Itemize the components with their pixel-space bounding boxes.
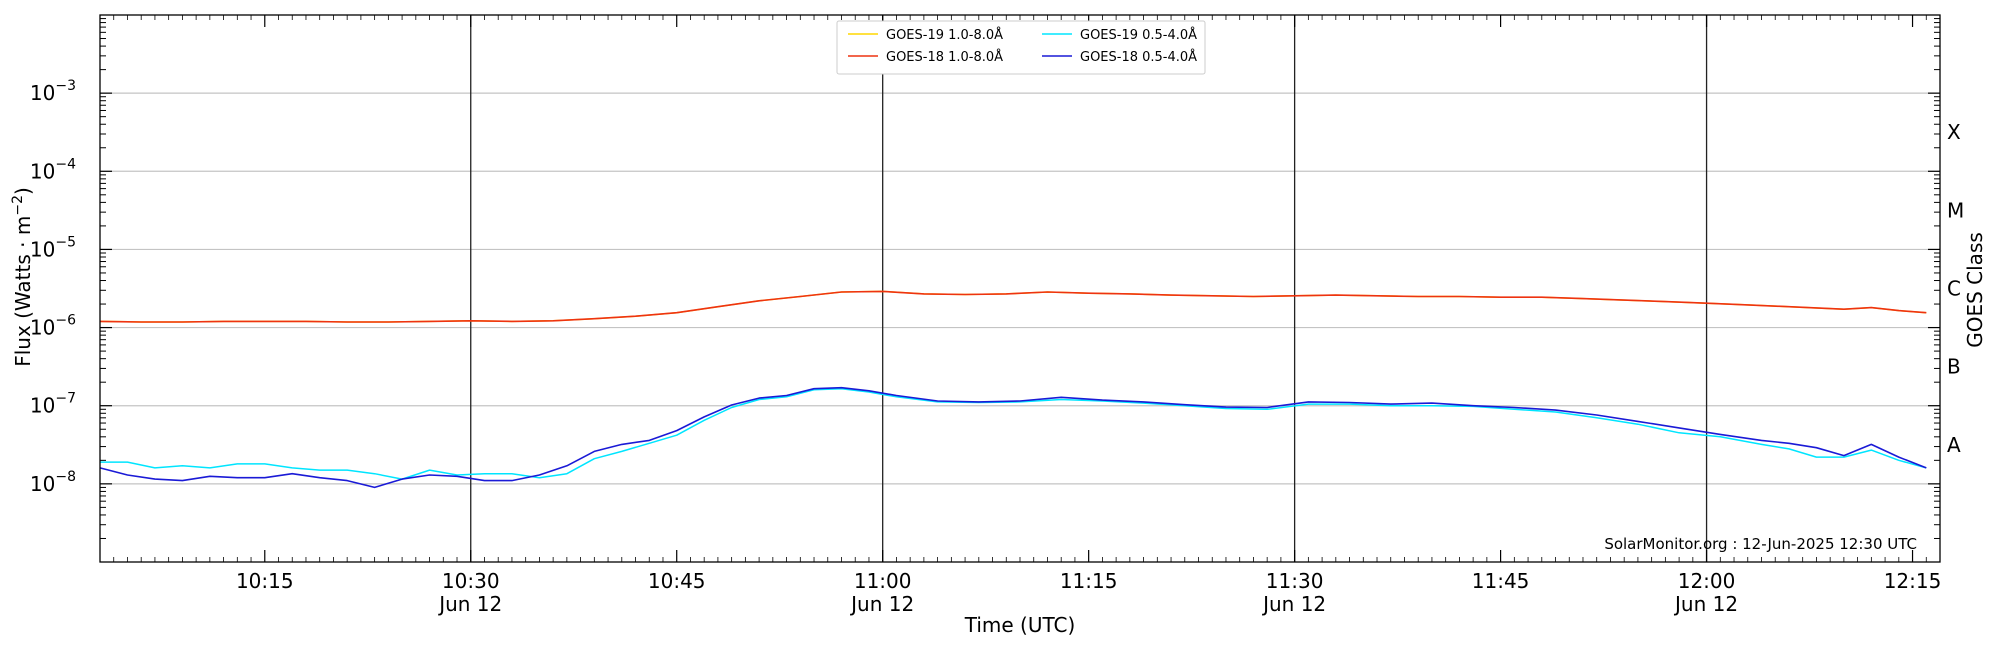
goes-class-label: A: [1947, 433, 1961, 457]
goes-class-labels: X M C B A: [1947, 120, 1964, 457]
legend-label: GOES-19 0.5-4.0Å: [1080, 27, 1197, 43]
x-tick-label: 10:15: [236, 569, 294, 593]
x-tick-label: 11:45: [1472, 569, 1530, 593]
goes-class-axis-title: GOES Class: [1963, 232, 1987, 348]
y-tick-base: 10: [30, 394, 55, 418]
y-tick-exponent: −7: [55, 391, 76, 407]
y-tick-label: 10−5: [30, 234, 76, 261]
series-line-2: [99, 290, 1927, 323]
legend-label: GOES-18 0.5-4.0Å: [1080, 49, 1197, 65]
y-tick-base: 10: [30, 472, 55, 496]
legend-label: GOES-19 1.0-8.0Å: [886, 27, 1003, 43]
x-tick-label: 12:00: [1678, 569, 1736, 593]
source-annotation: SolarMonitor.org : 12-Jun-2025 12:30 UTC: [1604, 535, 1917, 553]
x-tick-date-label: Jun 12: [437, 592, 502, 616]
y-tick-label: 10−3: [30, 78, 76, 105]
tick-layer: [99, 15, 1941, 562]
y-axis-title-close: ): [11, 187, 35, 195]
y-tick-base: 10: [30, 159, 55, 183]
y-tick-label: 10−7: [30, 391, 76, 418]
y-tick-exponent: −4: [55, 156, 76, 172]
legend: GOES-19 1.0-8.0Å GOES-18 1.0-8.0Å GOES-19 …: [836, 20, 1206, 75]
x-tick-label: 11:00: [854, 569, 912, 593]
y-tick-base: 10: [30, 81, 55, 105]
x-axis-title: Time (UTC): [964, 613, 1076, 637]
goes-class-label: C: [1947, 277, 1961, 301]
y-tick-labels: 10−310−410−510−610−710−8: [30, 78, 76, 496]
x-tick-date-label: Jun 12: [1673, 592, 1738, 616]
y-tick-exponent: −6: [55, 313, 76, 329]
goes-class-label: M: [1947, 198, 1964, 222]
x-tick-label: 11:30: [1266, 569, 1324, 593]
goes-class-label: X: [1947, 120, 1961, 144]
y-tick-base: 10: [30, 316, 55, 340]
y-tick-exponent: −3: [55, 78, 76, 94]
y-axis-title: Flux (Watts · m−2): [10, 187, 35, 367]
y-tick-exponent: −5: [55, 234, 76, 250]
vertical-lines: [470, 15, 1708, 562]
y-axis-title-exponent: −2: [10, 195, 26, 216]
series-line-4: [99, 386, 1927, 489]
series-line-3: [100, 387, 1927, 480]
y-tick-label: 10−8: [30, 469, 76, 496]
legend-box: [836, 20, 1206, 75]
x-tick-date-label: Jun 12: [1261, 592, 1326, 616]
x-tick-label: 10:30: [442, 569, 500, 593]
y-tick-label: 10−4: [30, 156, 76, 183]
grid-layer: [100, 92, 1940, 485]
y-tick-base: 10: [30, 237, 55, 261]
x-tick-label: 11:15: [1060, 569, 1118, 593]
goes-class-label: B: [1947, 355, 1961, 379]
x-tick-date-label: Jun 12: [849, 592, 914, 616]
legend-label: GOES-18 1.0-8.0Å: [886, 49, 1003, 65]
series-layer: [99, 290, 1927, 489]
y-axis-title-main: Flux (Watts · m: [11, 216, 35, 367]
y-tick-label: 10−6: [30, 313, 76, 340]
x-tick-label: 12:15: [1884, 569, 1942, 593]
y-tick-exponent: −8: [55, 469, 76, 485]
x-tick-label: 10:45: [648, 569, 706, 593]
